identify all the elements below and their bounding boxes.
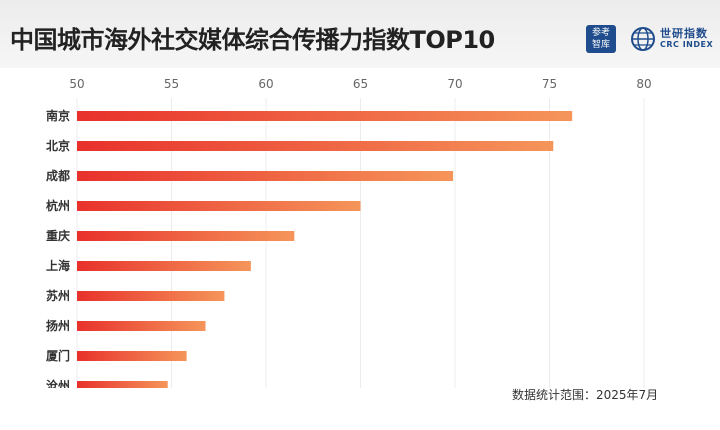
data-range-note: 数据统计范围：2025年7月 [512, 388, 659, 402]
logo-line-1: 参考 [591, 28, 610, 38]
category-label: 上海 [46, 258, 70, 273]
cankao-zhiku-logo: 参考 智库 [586, 25, 616, 53]
logo-line-2: 智库 [591, 40, 610, 50]
x-tick-label: 60 [258, 77, 273, 91]
bar [77, 201, 361, 211]
bar [77, 231, 295, 241]
bar [77, 381, 168, 388]
bar [77, 321, 206, 331]
x-tick-label: 65 [353, 77, 368, 91]
crc-logo-sub: CRC INDEX [660, 40, 714, 49]
chart-title: 中国城市海外社交媒体综合传播力指数TOP10 [10, 26, 495, 54]
category-label: 苏州 [46, 288, 70, 303]
x-tick-label: 75 [542, 77, 557, 91]
category-label: 扬州 [46, 318, 70, 333]
category-label: 沧州 [46, 378, 70, 388]
category-label: 厦门 [46, 348, 70, 363]
crc-logo-name: 世研指数 [660, 27, 708, 40]
bar [77, 141, 554, 151]
x-tick-label: 70 [447, 77, 462, 91]
x-tick-label: 50 [69, 77, 84, 91]
category-label: 杭州 [46, 198, 70, 213]
globe-icon [631, 27, 655, 51]
x-tick-label: 55 [164, 77, 179, 91]
category-label: 成都 [46, 168, 70, 183]
bar [77, 171, 454, 181]
bar [77, 261, 251, 271]
bar [77, 291, 225, 301]
bar [77, 111, 573, 121]
category-label: 重庆 [46, 228, 70, 243]
category-label: 北京 [46, 138, 70, 153]
bar [77, 351, 187, 361]
category-label: 南京 [46, 108, 70, 123]
x-tick-label: 80 [636, 77, 651, 91]
